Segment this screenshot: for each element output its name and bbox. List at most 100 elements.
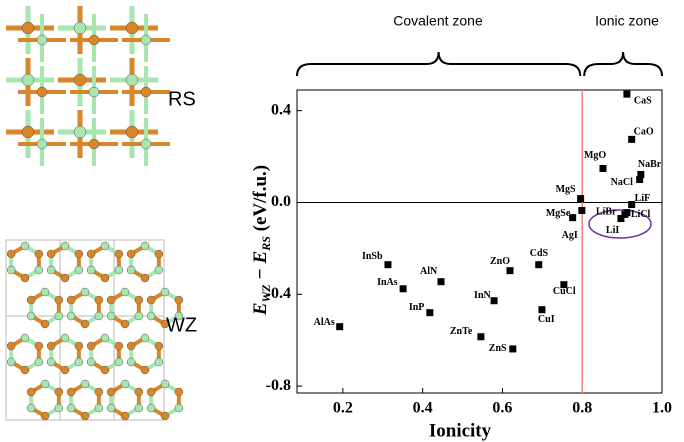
x-axis-label: Ionicity <box>429 420 492 441</box>
point-label: InP <box>409 302 425 313</box>
atom <box>41 412 49 420</box>
atom <box>47 250 55 258</box>
data-point <box>623 91 630 98</box>
rs-structure <box>6 6 170 166</box>
point-label: ZnO <box>490 256 510 267</box>
atom <box>141 87 151 97</box>
atom <box>127 250 135 258</box>
point-label: LiBr <box>596 207 617 218</box>
atom <box>115 358 123 366</box>
figure: RS WZ Covalent zone Ionic zone Ionicity … <box>0 0 684 442</box>
y-tick-label: -0.8 <box>266 377 291 394</box>
atom <box>22 22 34 34</box>
atom <box>107 404 115 412</box>
data-point <box>400 285 407 292</box>
x-tick-label: 0.4 <box>413 400 433 417</box>
y-label-part: (eV/f.u.) <box>250 165 271 236</box>
atom <box>127 266 135 274</box>
y-label-part: E <box>250 302 271 316</box>
atom <box>115 342 123 350</box>
atom <box>126 74 138 86</box>
atom <box>121 288 129 296</box>
point-label: AlAs <box>314 317 335 328</box>
atom <box>135 404 143 412</box>
atom <box>95 296 103 304</box>
atom <box>37 87 47 97</box>
atom <box>67 404 75 412</box>
atom <box>155 250 163 258</box>
atom <box>67 296 75 304</box>
rs-label: RS <box>168 88 196 110</box>
atom <box>37 139 47 149</box>
data-point <box>535 261 542 268</box>
atom <box>89 87 99 97</box>
atom <box>35 250 43 258</box>
zone-label: Covalent zone <box>393 13 483 29</box>
point-label: CdS <box>530 248 549 259</box>
atom <box>81 288 89 296</box>
atom <box>7 358 15 366</box>
atom <box>81 412 89 420</box>
atom <box>87 358 95 366</box>
atom <box>121 320 129 328</box>
data-point <box>438 278 445 285</box>
atom <box>87 342 95 350</box>
atom <box>7 266 15 274</box>
atom <box>101 366 109 374</box>
atom <box>101 334 109 342</box>
atom <box>27 312 35 320</box>
point-label: InSb <box>362 251 383 262</box>
atom <box>147 388 155 396</box>
atom <box>175 296 183 304</box>
atom <box>7 342 15 350</box>
point-label: CuCl <box>553 286 576 297</box>
atom <box>135 388 143 396</box>
atom <box>27 404 35 412</box>
point-label: NaCl <box>611 177 633 188</box>
atom <box>27 388 35 396</box>
zone-label: Ionic zone <box>595 13 659 29</box>
atom <box>89 139 99 149</box>
atom <box>35 266 43 274</box>
atom <box>41 380 49 388</box>
atom <box>121 412 129 420</box>
atom <box>126 126 138 138</box>
atom <box>141 139 151 149</box>
atom <box>127 358 135 366</box>
data-point <box>426 309 433 316</box>
atom <box>141 242 149 250</box>
plot-frame <box>297 90 662 393</box>
atom <box>37 35 47 45</box>
atom <box>75 358 83 366</box>
x-tick-label: 0.6 <box>492 400 512 417</box>
atom <box>21 242 29 250</box>
point-label: MgSe <box>546 208 571 219</box>
x-tick-label: 0.8 <box>572 400 592 417</box>
atom <box>55 388 63 396</box>
atom <box>55 404 63 412</box>
atom <box>87 266 95 274</box>
point-label: ZnTe <box>450 326 473 337</box>
atom <box>22 126 34 138</box>
atom <box>75 266 83 274</box>
atom <box>67 388 75 396</box>
atom <box>107 388 115 396</box>
atom <box>135 296 143 304</box>
atom <box>127 342 135 350</box>
atom <box>175 404 183 412</box>
atom <box>21 274 29 282</box>
atom <box>61 242 69 250</box>
point-label: AgI <box>562 230 578 241</box>
atom <box>141 274 149 282</box>
atom <box>27 296 35 304</box>
x-tick-label: 1.0 <box>652 400 672 417</box>
point-label: LiI <box>606 225 619 236</box>
zone-brace <box>584 52 662 76</box>
data-point <box>538 306 545 313</box>
atom <box>75 342 83 350</box>
atom <box>107 296 115 304</box>
point-label: CuI <box>538 314 555 325</box>
atom <box>161 288 169 296</box>
point-label: MgO <box>584 150 606 161</box>
atom <box>155 342 163 350</box>
